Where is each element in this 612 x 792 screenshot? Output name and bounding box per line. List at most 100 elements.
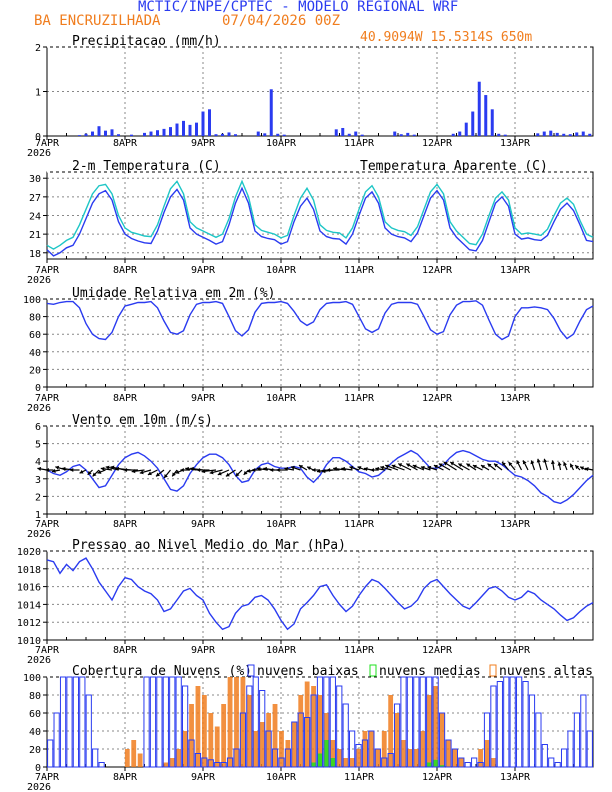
rh-xtick-label: 12APR (422, 393, 453, 404)
wind-vector-head (569, 463, 574, 468)
wind-vector-head (450, 462, 455, 466)
cloud-bar-low (316, 676, 324, 768)
cloud-bar-medium (324, 740, 329, 767)
wind-series-line-0 (46, 449, 594, 505)
cloud-bar-low (143, 676, 150, 768)
wind-vector-head (487, 463, 492, 468)
precip-xtick-label: 11APR (344, 138, 375, 149)
cloud-bar-low (162, 676, 169, 768)
cloud-bar-low (458, 757, 465, 768)
precip-bar (117, 134, 120, 136)
cloud-bar-low (355, 744, 362, 768)
wind-vector-head (180, 467, 184, 473)
wind-vector-head (92, 472, 97, 477)
cloud-bar-low (573, 712, 581, 768)
cloud-bar-high (478, 749, 483, 767)
cloud-bar-high (208, 713, 214, 767)
cloud-bar-high (227, 677, 233, 767)
cloud-bar-low (271, 748, 279, 768)
precip-bar (221, 133, 224, 136)
rh-xtick-label: 11APR (344, 393, 375, 404)
clouds-xtick-label: 11APR (344, 772, 375, 783)
wind-vector-head (391, 464, 396, 469)
cloud-bar-low (471, 757, 478, 768)
clouds-xtick-label: 10APR (266, 772, 297, 783)
cloud-bar-high (137, 753, 143, 767)
precip-bar (490, 109, 494, 136)
wind-ytick-label: 2 (35, 492, 41, 503)
cloud-bar-low (445, 739, 452, 768)
wind-xtick-label: 12APR (422, 519, 453, 530)
cloud-bar-medium (330, 758, 336, 767)
cloud-bar-high (214, 726, 220, 767)
rh-xtick-label: 8APR (113, 393, 138, 404)
cloud-bar-low (554, 762, 561, 768)
precip-bar (399, 134, 403, 136)
wind-vector-head (139, 470, 144, 475)
cloud-bar-low (297, 712, 304, 768)
precip-bar (451, 133, 455, 136)
cloud-bar-low (291, 721, 298, 768)
wind-vector-head (385, 464, 390, 469)
clouds-ytick-label: 20 (29, 745, 41, 756)
precip-xtick-label: 10APR (266, 138, 297, 149)
precip-bar (503, 134, 507, 136)
cloud-bar-low (201, 757, 208, 768)
wind-vector-head (536, 458, 541, 463)
precip-bar (195, 122, 198, 136)
cloud-bar-high (272, 704, 278, 767)
cloud-bar-low (233, 748, 240, 768)
cloud-bar-low (509, 676, 516, 768)
cloud-bar-low (239, 712, 247, 768)
wind-vector-head (472, 464, 477, 469)
pressure-xtick-label: 13APR (500, 645, 531, 656)
cloud-bar-low (226, 757, 234, 768)
cloud-bar-low (387, 753, 394, 768)
cloud-bar-low (580, 694, 587, 768)
precip-bar (393, 131, 397, 136)
cloud-bar-high (201, 695, 207, 767)
precip-bar (214, 134, 218, 136)
precip-bar (234, 134, 237, 136)
wind-xtick-label: 11APR (344, 519, 375, 530)
cloud-bar-high (311, 686, 316, 767)
location-label: BA ENCRUZILHADA (34, 13, 161, 29)
pressure-ytick-label: 1014 (17, 600, 41, 611)
rh-xtick-label: 9APR (191, 393, 216, 404)
precip-bar (360, 134, 364, 136)
precip-bar (169, 127, 172, 136)
rh-ytick-label: 0 (35, 383, 41, 394)
wind-vector-head (87, 470, 92, 475)
temp-ytick-label: 24 (29, 212, 41, 223)
wind-vector-head (316, 469, 321, 474)
wind-vector-head (508, 462, 513, 466)
wind-vector-head (100, 466, 105, 471)
wind-vector-head (235, 472, 240, 477)
wind-vector-head (326, 467, 331, 473)
wind-ytick-label: 3 (35, 475, 41, 486)
wind-vector-head (147, 471, 152, 476)
rh-title: Umidade Relativa em 2m (%) (72, 286, 276, 301)
cloud-bar-low (53, 712, 60, 768)
cloud-bar-low (438, 712, 446, 768)
wind-vector-head (357, 466, 362, 470)
wind-vector-head (530, 460, 535, 465)
precip-xtick-label: 9APR (191, 138, 216, 149)
clouds-ytick-label: 80 (29, 691, 41, 702)
precip-bar (575, 132, 579, 136)
wind-vector-head (312, 467, 316, 473)
temp-ytick-label: 27 (29, 193, 41, 204)
precip-bar (276, 133, 280, 136)
wind-vector-head (341, 466, 345, 471)
cloud-bar-high (298, 695, 304, 767)
rh-ytick-label: 20 (29, 365, 41, 376)
temp-xtick-label: 9APR (191, 265, 216, 276)
precip-bar (201, 111, 205, 136)
cloud-bar-high (356, 749, 361, 767)
precip-ytick-label: 1 (35, 88, 41, 99)
precip-ytick-label: 2 (35, 43, 41, 54)
cloud-bar-high (330, 740, 336, 767)
cloud-bar-low (548, 757, 555, 768)
clouds-ytick-label: 60 (29, 709, 41, 720)
pressure-title: Pressao ao Nivel Medio do Mar (hPa) (72, 538, 346, 553)
